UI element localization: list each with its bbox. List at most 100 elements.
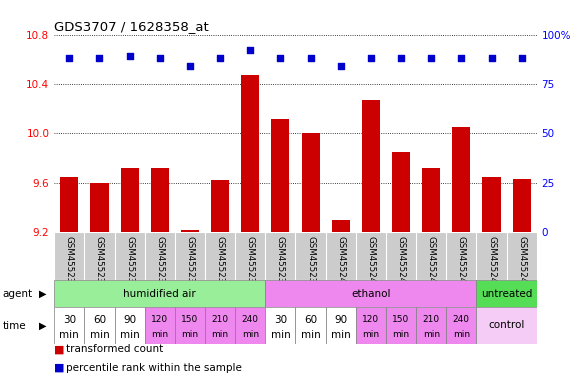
Bar — [362, 100, 380, 232]
Bar — [241, 75, 259, 232]
Text: GSM455231: GSM455231 — [65, 236, 74, 289]
Text: GSM455233: GSM455233 — [125, 236, 134, 289]
Text: 240: 240 — [453, 316, 470, 324]
Bar — [332, 220, 350, 232]
Text: humidified air: humidified air — [123, 289, 196, 299]
Bar — [54, 280, 266, 307]
Text: min: min — [59, 329, 79, 339]
Point — [517, 55, 526, 61]
Text: ethanol: ethanol — [351, 289, 391, 299]
Bar — [211, 180, 229, 232]
Text: min: min — [182, 330, 199, 339]
Bar — [175, 307, 205, 344]
Bar — [513, 179, 530, 232]
Bar — [266, 280, 476, 307]
Text: min: min — [120, 329, 139, 339]
Text: GSM455238: GSM455238 — [276, 236, 285, 289]
Point — [155, 55, 164, 61]
Point — [246, 47, 255, 53]
Point — [215, 55, 224, 61]
Text: min: min — [151, 330, 168, 339]
Text: GSM455243: GSM455243 — [427, 236, 436, 289]
Point — [125, 53, 134, 60]
Point — [336, 63, 345, 69]
Text: min: min — [363, 330, 380, 339]
Text: 30: 30 — [63, 315, 76, 325]
Bar — [482, 177, 501, 232]
Text: GSM455237: GSM455237 — [246, 236, 255, 289]
Text: ▶: ▶ — [39, 321, 46, 331]
Text: min: min — [211, 330, 228, 339]
Text: ■: ■ — [54, 363, 65, 373]
Bar — [271, 119, 289, 232]
Text: time: time — [3, 321, 26, 331]
Bar — [356, 307, 386, 344]
Text: 150: 150 — [182, 316, 199, 324]
Point — [457, 55, 466, 61]
Text: min: min — [242, 330, 259, 339]
Text: GDS3707 / 1628358_at: GDS3707 / 1628358_at — [54, 20, 209, 33]
Point — [65, 55, 74, 61]
Bar — [54, 307, 85, 344]
Text: GSM455236: GSM455236 — [216, 236, 224, 289]
Point — [487, 55, 496, 61]
Text: ▶: ▶ — [39, 289, 46, 299]
Text: GSM455244: GSM455244 — [457, 236, 466, 289]
Bar — [416, 307, 447, 344]
Bar — [144, 307, 175, 344]
Text: 210: 210 — [423, 316, 440, 324]
Text: agent: agent — [3, 289, 33, 299]
Bar — [115, 307, 144, 344]
Text: min: min — [453, 330, 470, 339]
Point — [306, 55, 315, 61]
Bar — [476, 280, 537, 307]
Bar — [452, 127, 471, 232]
Point — [186, 63, 195, 69]
Bar — [85, 307, 115, 344]
Text: GSM455241: GSM455241 — [367, 236, 375, 289]
Text: 120: 120 — [363, 316, 380, 324]
Text: 90: 90 — [334, 315, 347, 325]
Bar — [447, 307, 476, 344]
Point — [396, 55, 405, 61]
Text: min: min — [90, 329, 110, 339]
Bar — [120, 168, 139, 232]
Bar — [392, 152, 410, 232]
Bar — [476, 307, 537, 344]
Text: min: min — [423, 330, 440, 339]
Bar — [386, 307, 416, 344]
Text: GSM455232: GSM455232 — [95, 236, 104, 289]
Text: percentile rank within the sample: percentile rank within the sample — [66, 363, 242, 373]
Text: min: min — [271, 329, 290, 339]
Text: 30: 30 — [274, 315, 287, 325]
Bar — [205, 307, 235, 344]
Point — [427, 55, 436, 61]
Text: 210: 210 — [211, 316, 228, 324]
Text: 240: 240 — [242, 316, 259, 324]
Text: GSM455239: GSM455239 — [306, 236, 315, 289]
Text: ■: ■ — [54, 344, 65, 354]
Bar — [301, 133, 320, 232]
Bar — [90, 183, 108, 232]
Text: untreated: untreated — [481, 289, 532, 299]
Text: GSM455234: GSM455234 — [155, 236, 164, 289]
Point — [276, 55, 285, 61]
Bar — [266, 307, 296, 344]
Point — [95, 55, 104, 61]
Bar — [151, 168, 169, 232]
Text: GSM455235: GSM455235 — [186, 236, 195, 289]
Text: min: min — [331, 329, 351, 339]
Text: 60: 60 — [93, 315, 106, 325]
Text: 60: 60 — [304, 315, 317, 325]
Bar — [181, 230, 199, 232]
Text: GSM455246: GSM455246 — [517, 236, 526, 289]
Text: 120: 120 — [151, 316, 168, 324]
Bar — [235, 307, 266, 344]
Text: control: control — [488, 320, 525, 331]
Text: transformed count: transformed count — [66, 344, 163, 354]
Text: min: min — [301, 329, 320, 339]
Text: 90: 90 — [123, 315, 136, 325]
Bar — [296, 307, 325, 344]
Text: 150: 150 — [392, 316, 409, 324]
Point — [367, 55, 376, 61]
